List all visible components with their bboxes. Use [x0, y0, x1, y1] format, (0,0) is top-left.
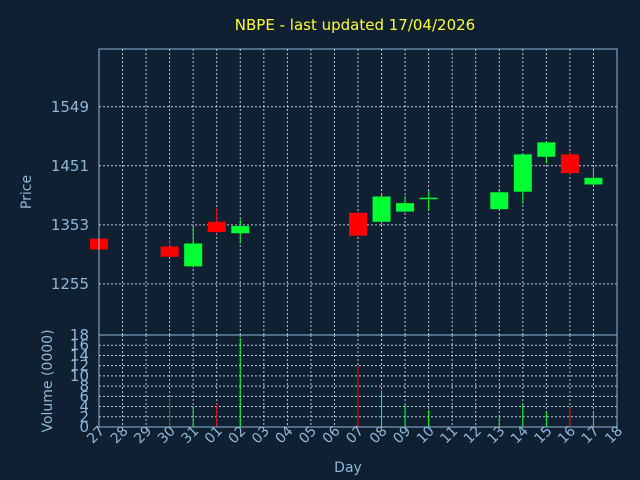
volume-tick-label: 10	[70, 367, 89, 385]
candle-body	[231, 226, 250, 234]
volume-tick-label: 14	[70, 346, 89, 364]
volume-tick-label: 0	[79, 418, 89, 436]
candle-body	[490, 192, 509, 210]
candle-body	[560, 154, 579, 174]
candle-body	[372, 196, 391, 222]
candle-body	[396, 203, 415, 212]
volume-tick-label: 4	[79, 398, 89, 416]
candles-layer	[90, 141, 603, 268]
x-axis-label: Day	[334, 460, 362, 476]
volume-axis-label: Volume (0000)	[40, 329, 56, 432]
volume-tick-label: 12	[70, 357, 89, 375]
candle-body	[160, 246, 179, 257]
candle-body	[513, 154, 532, 192]
candle-body	[584, 177, 603, 185]
price-tick-label: 1451	[51, 157, 89, 175]
price-tick-label: 1549	[51, 98, 89, 116]
volume-tick-label: 6	[79, 387, 89, 405]
candle-body	[184, 243, 203, 267]
volume-tick-label: 16	[70, 336, 89, 354]
volume-panel-frame	[98, 334, 618, 428]
price-panel-frame	[98, 48, 618, 336]
price-tick-label: 1353	[51, 216, 89, 234]
price-axis-label: Price	[19, 175, 35, 209]
candle-body	[419, 197, 438, 200]
volume-tick-label: 18	[70, 326, 89, 344]
volume-tick-label: 8	[79, 377, 89, 395]
chart-title: NBPE - last updated 17/04/2026	[235, 16, 475, 34]
candle-body	[349, 212, 367, 236]
price-tick-label: 1255	[51, 275, 89, 293]
candle-body	[537, 142, 556, 157]
candle-body	[207, 221, 226, 233]
volume-layer	[169, 338, 594, 427]
volume-tick-label: 2	[79, 408, 89, 426]
